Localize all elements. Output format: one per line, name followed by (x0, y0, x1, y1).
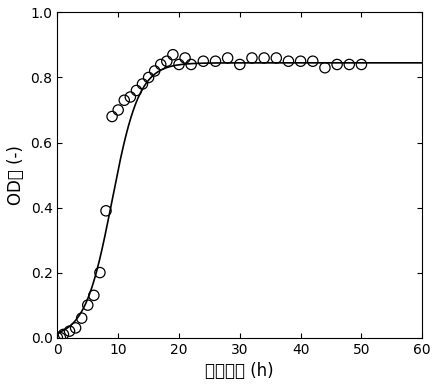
Point (66, 328, 73, 334)
Point (78, 315, 85, 321)
Point (182, 55, 189, 61)
Point (358, 62, 365, 68)
Point (176, 62, 183, 68)
Point (346, 62, 353, 68)
Point (170, 51, 177, 58)
Point (139, 81, 146, 87)
Point (321, 65, 328, 71)
Point (115, 107, 122, 113)
Point (200, 58, 207, 64)
Point (285, 58, 292, 64)
Point (212, 58, 219, 64)
Point (261, 55, 268, 61)
Point (151, 68, 158, 74)
Point (54, 334, 61, 341)
Point (109, 113, 116, 120)
Point (309, 58, 316, 64)
Point (84, 302, 91, 308)
Point (133, 87, 140, 94)
Point (102, 208, 110, 214)
Point (60, 331, 67, 337)
Point (57, 334, 64, 341)
Point (236, 62, 243, 68)
Point (273, 55, 280, 61)
Point (90, 292, 97, 298)
Point (297, 58, 304, 64)
Point (187, 62, 194, 68)
Point (96, 269, 103, 276)
Point (334, 62, 341, 68)
Point (224, 55, 231, 61)
Point (127, 94, 134, 100)
Point (157, 62, 164, 68)
Point (145, 74, 152, 80)
Point (121, 97, 128, 103)
X-axis label: 培养时间 (h): 培养时间 (h) (205, 362, 274, 380)
Point (72, 325, 79, 331)
Y-axis label: OD値 (-): OD値 (-) (7, 145, 25, 205)
Point (163, 58, 170, 64)
Point (248, 55, 255, 61)
